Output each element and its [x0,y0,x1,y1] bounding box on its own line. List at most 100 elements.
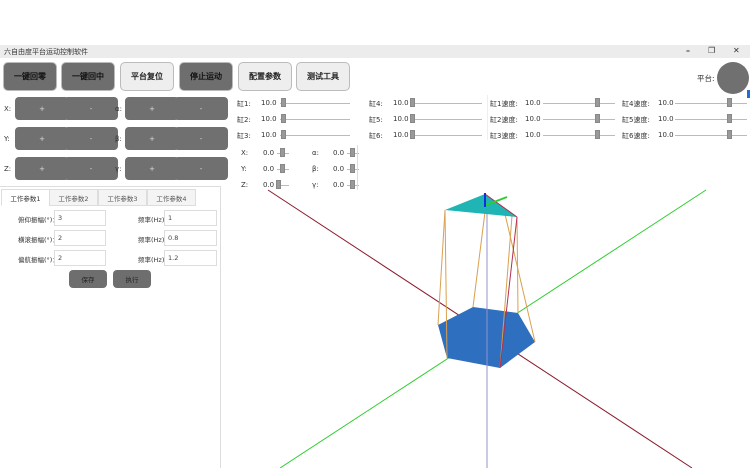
axis-label: X: [4,105,12,113]
slider-label: 缸4: [369,100,383,108]
slider-track[interactable] [543,119,615,120]
slider-track[interactable] [280,135,350,136]
slider-thumb[interactable] [727,114,732,123]
amplitude-input[interactable]: 3 [54,210,106,226]
slider-thumb[interactable] [280,148,285,157]
minus-button[interactable]: - [174,157,228,180]
plus-button[interactable]: + [125,127,179,150]
frequency-input[interactable]: 0.8 [164,230,217,246]
slider-track[interactable] [675,135,747,136]
toolbar-button-5[interactable]: 配置参数 [238,62,292,91]
slider-label: γ: [312,181,319,189]
minus-button[interactable]: - [64,97,118,120]
divider [487,95,488,140]
slider-thumb[interactable] [350,180,355,189]
tab-work-params-4[interactable]: 工作参数4 [147,189,196,206]
slider-track[interactable] [675,103,747,104]
slider-value: 10.0 [525,99,541,107]
plus-button[interactable]: + [15,127,69,150]
slider-label: 缸5: [369,116,383,124]
slider-label: 缸5速度: [622,116,650,124]
slider-value: 10.0 [525,115,541,123]
slider-track[interactable] [280,103,350,104]
slider-label: β: [312,165,319,173]
axis-label: Y: [4,135,10,143]
minus-button[interactable]: - [64,127,118,150]
slider-thumb[interactable] [410,114,415,123]
minus-button[interactable]: - [174,97,228,120]
slider-thumb[interactable] [410,98,415,107]
slider-label: 缸3: [237,132,251,140]
slider-track[interactable] [543,135,615,136]
slider-thumb[interactable] [281,114,286,123]
slider-thumb[interactable] [350,148,355,157]
save-button[interactable]: 保存 [69,270,107,288]
slider-value: 10.0 [261,115,277,123]
tab-work-params-2[interactable]: 工作参数2 [49,189,98,206]
slider-label: X: [241,149,249,157]
slider-thumb[interactable] [280,164,285,173]
minus-button[interactable]: - [64,157,118,180]
amplitude-label: 横滚振幅(°)： [18,236,59,244]
slider-thumb[interactable] [727,130,732,139]
slider-thumb[interactable] [595,98,600,107]
slider-label: 缸3速度: [490,132,518,140]
plus-button[interactable]: + [15,157,69,180]
toolbar-button-1[interactable]: 一键回零 [3,62,57,91]
slider-track[interactable] [543,103,615,104]
frequency-label: 频率(Hz) [138,256,165,264]
slider-value: 10.0 [393,99,409,107]
moving-platform [445,194,517,217]
toolbar-button-3[interactable]: 平台复位 [120,62,174,91]
slider-track[interactable] [280,119,350,120]
toolbar-button-6[interactable]: 测试工具 [296,62,350,91]
tab-work-params-3[interactable]: 工作参数3 [98,189,147,206]
slider-label: α: [312,149,319,157]
divider [357,145,358,190]
slider-track[interactable] [277,185,289,186]
slider-thumb[interactable] [281,130,286,139]
frequency-label: 频率(Hz) [138,236,165,244]
scrollbar[interactable] [747,90,750,98]
slider-track[interactable] [410,119,482,120]
slider-value: 10.0 [393,115,409,123]
close-button[interactable]: ✕ [733,46,740,55]
slider-value: 10.0 [261,99,277,107]
minimize-button[interactable]: – [686,46,690,55]
minus-button[interactable]: - [174,127,228,150]
platform-x-axis [484,193,518,218]
slider-label: 缸2: [237,116,251,124]
slider-label: Y: [241,165,247,173]
frequency-label: 频率(Hz) [138,216,165,224]
slider-label: 缸2速度: [490,116,518,124]
slider-label: 缸1: [237,100,251,108]
slider-thumb[interactable] [410,130,415,139]
actuator-legs [437,209,536,369]
slider-track[interactable] [410,135,482,136]
amplitude-input[interactable]: 2 [54,230,106,246]
slider-thumb[interactable] [276,180,281,189]
slider-thumb[interactable] [281,98,286,107]
slider-thumb[interactable] [727,98,732,107]
plus-button[interactable]: + [15,97,69,120]
platform-label: 平台: [697,74,715,83]
slider-track[interactable] [410,103,482,104]
restore-button[interactable]: ❐ [708,46,716,55]
slider-value: 10.0 [658,131,674,139]
platform-y-axis [485,196,508,206]
frequency-input[interactable]: 1 [164,210,217,226]
toolbar-button-2[interactable]: 一键回中 [61,62,115,91]
slider-thumb[interactable] [350,164,355,173]
amplitude-input[interactable]: 2 [54,250,106,266]
slider-thumb[interactable] [595,130,600,139]
plus-button[interactable]: + [125,97,179,120]
slider-thumb[interactable] [595,114,600,123]
frequency-input[interactable]: 1.2 [164,250,217,266]
plus-button[interactable]: + [125,157,179,180]
slider-track[interactable] [675,119,747,120]
toolbar-button-4[interactable]: 停止运动 [179,62,233,91]
execute-button[interactable]: 执行 [113,270,151,288]
slider-value: 10.0 [658,99,674,107]
tab-work-params-1[interactable]: 工作参数1 [1,189,50,206]
